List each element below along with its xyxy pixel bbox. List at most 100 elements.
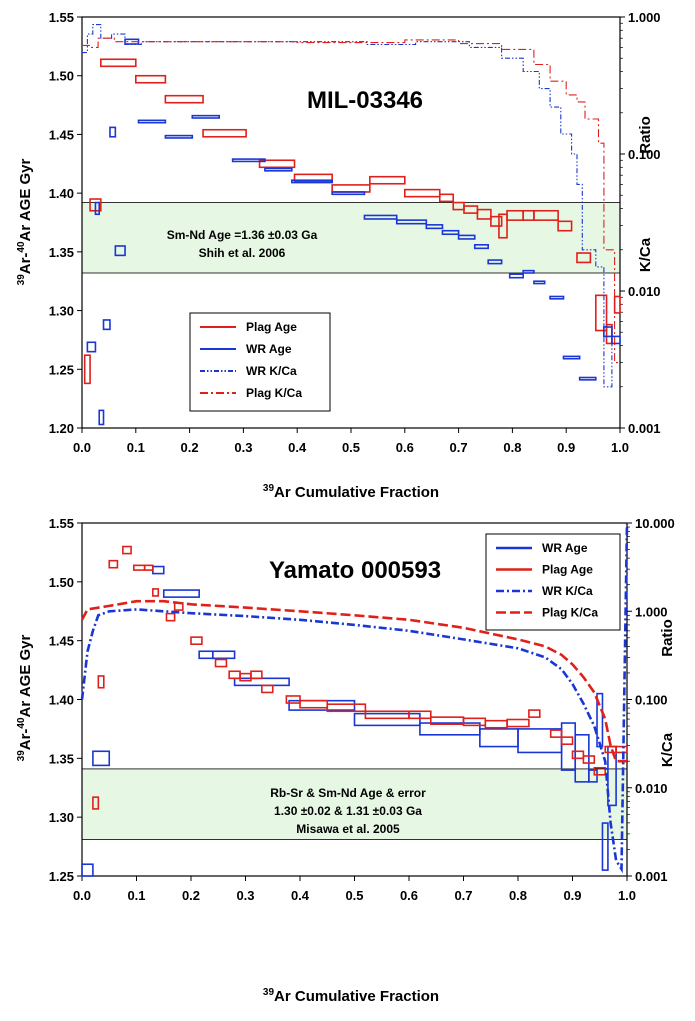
chart-mil-03346: 0.0 0.1 0.2 0.3 0.4 0.5 0.6 0.7 0.8 0.9 1.0 1.20 1.2… — [16, 10, 661, 501]
x-axis-label: 39Ar Cumulative Fraction — [263, 483, 439, 501]
age-box — [164, 134, 194, 139]
x-tick-label: 1.0 — [618, 888, 636, 903]
x-tick-label: 0.9 — [557, 440, 575, 455]
age-box — [615, 745, 628, 754]
age-box — [143, 564, 154, 571]
age-box — [438, 193, 455, 203]
age-box — [364, 710, 410, 720]
y-tick-label: 1.55 — [49, 10, 74, 25]
kca-line — [80, 599, 627, 763]
y-tick-label: 1.35 — [49, 751, 74, 766]
chart-title: MIL-03346 — [307, 87, 423, 114]
y-tick-label: 1.20 — [49, 421, 74, 436]
x-tick-label: 0.4 — [291, 888, 310, 903]
age-box — [122, 545, 132, 555]
age-box — [395, 219, 428, 225]
y2-tick-label: 1.000 — [635, 604, 668, 619]
age-box — [594, 294, 608, 332]
age-box — [601, 822, 609, 871]
age-box — [285, 695, 301, 704]
age-box — [363, 214, 398, 220]
age-box — [202, 128, 247, 138]
y-tick-label: 1.25 — [49, 869, 74, 884]
age-box — [258, 159, 296, 169]
age-box — [582, 755, 596, 764]
age-box — [114, 245, 126, 257]
age-box — [239, 672, 252, 682]
age-box — [528, 709, 541, 718]
age-box — [484, 719, 508, 729]
age-box — [132, 564, 146, 571]
age-box — [94, 201, 101, 216]
age-box — [533, 209, 559, 221]
y-tick-label: 1.30 — [49, 810, 74, 825]
chart-yamato-000593: 0.0 0.1 0.2 0.3 0.4 0.5 0.6 0.7 0.8 0.9 1.0 1.25 1.3… — [16, 516, 676, 1005]
band-annotation-line-1: Sm-Nd Age =1.36 ±0.03 Ga — [167, 228, 318, 242]
age-box — [162, 589, 200, 598]
legend-label: Plag Age — [246, 320, 297, 334]
x-tick-label: 0.9 — [563, 888, 581, 903]
x-axis-label: 39Ar Cumulative Fraction — [263, 987, 439, 1005]
age-box — [487, 259, 503, 265]
age-box — [165, 612, 176, 622]
age-band — [81, 768, 628, 840]
age-box — [86, 341, 97, 353]
age-box — [408, 710, 432, 720]
x-tick-label: 0.2 — [182, 888, 200, 903]
age-box — [522, 269, 535, 274]
x-tick-label: 0.6 — [400, 888, 418, 903]
age-box — [506, 718, 530, 728]
age-box — [457, 234, 476, 240]
age-box — [214, 658, 228, 668]
y-tick-label: 1.40 — [49, 186, 74, 201]
age-box — [83, 354, 91, 385]
x-tick-label: 0.3 — [234, 440, 252, 455]
y-tick-label: 1.50 — [49, 69, 74, 84]
age-box — [441, 229, 460, 236]
legend-box — [485, 533, 621, 631]
y2-tick-label: 0.100 — [635, 693, 668, 708]
y-tick-label: 1.45 — [49, 634, 74, 649]
age-box — [100, 58, 137, 68]
x-tick-label: 0.1 — [127, 888, 145, 903]
age-box — [562, 355, 581, 360]
age-box — [152, 588, 160, 597]
age-box — [331, 184, 371, 193]
y-tick-label: 1.30 — [49, 304, 74, 319]
x-tick-label: 0.7 — [450, 440, 468, 455]
age-box — [578, 376, 597, 381]
legend-label: Plag Age — [542, 563, 593, 577]
age-box — [369, 175, 406, 185]
x-tick-label: 0.3 — [236, 888, 254, 903]
y-tick-label: 1.50 — [49, 575, 74, 590]
age-box — [81, 863, 94, 877]
age-box — [549, 295, 565, 300]
kca-line — [82, 24, 613, 388]
age-box — [571, 750, 585, 760]
x-tick-label: 0.5 — [345, 888, 363, 903]
y2-axis-label-kca: K/Ca — [659, 732, 676, 767]
age-box — [498, 213, 508, 239]
age-band — [81, 202, 621, 274]
legend-label: WR Age — [542, 541, 588, 555]
age-box — [135, 74, 167, 84]
y2-tick-label: 1.000 — [628, 10, 661, 25]
age-box — [164, 94, 204, 104]
age-box — [557, 220, 573, 232]
age-box — [331, 191, 366, 196]
y2-tick-label: 0.001 — [628, 421, 661, 436]
age-box — [98, 409, 105, 426]
age-box — [326, 703, 367, 713]
band-annotation-line-3: Misawa et al. 2005 — [296, 822, 400, 836]
age-box — [264, 167, 293, 172]
age-box — [291, 179, 333, 184]
age-box — [299, 699, 329, 709]
y-tick-label: 1.25 — [49, 362, 74, 377]
age-box — [479, 728, 519, 748]
age-box — [508, 273, 524, 279]
y-axis-label: 39Ar-40Ar AGE Gyr — [16, 634, 34, 761]
age-box — [353, 712, 421, 727]
y2-axis-label-ratio: Ratio — [659, 619, 676, 657]
x-tick-label: 0.0 — [73, 440, 91, 455]
age-box — [517, 728, 563, 754]
